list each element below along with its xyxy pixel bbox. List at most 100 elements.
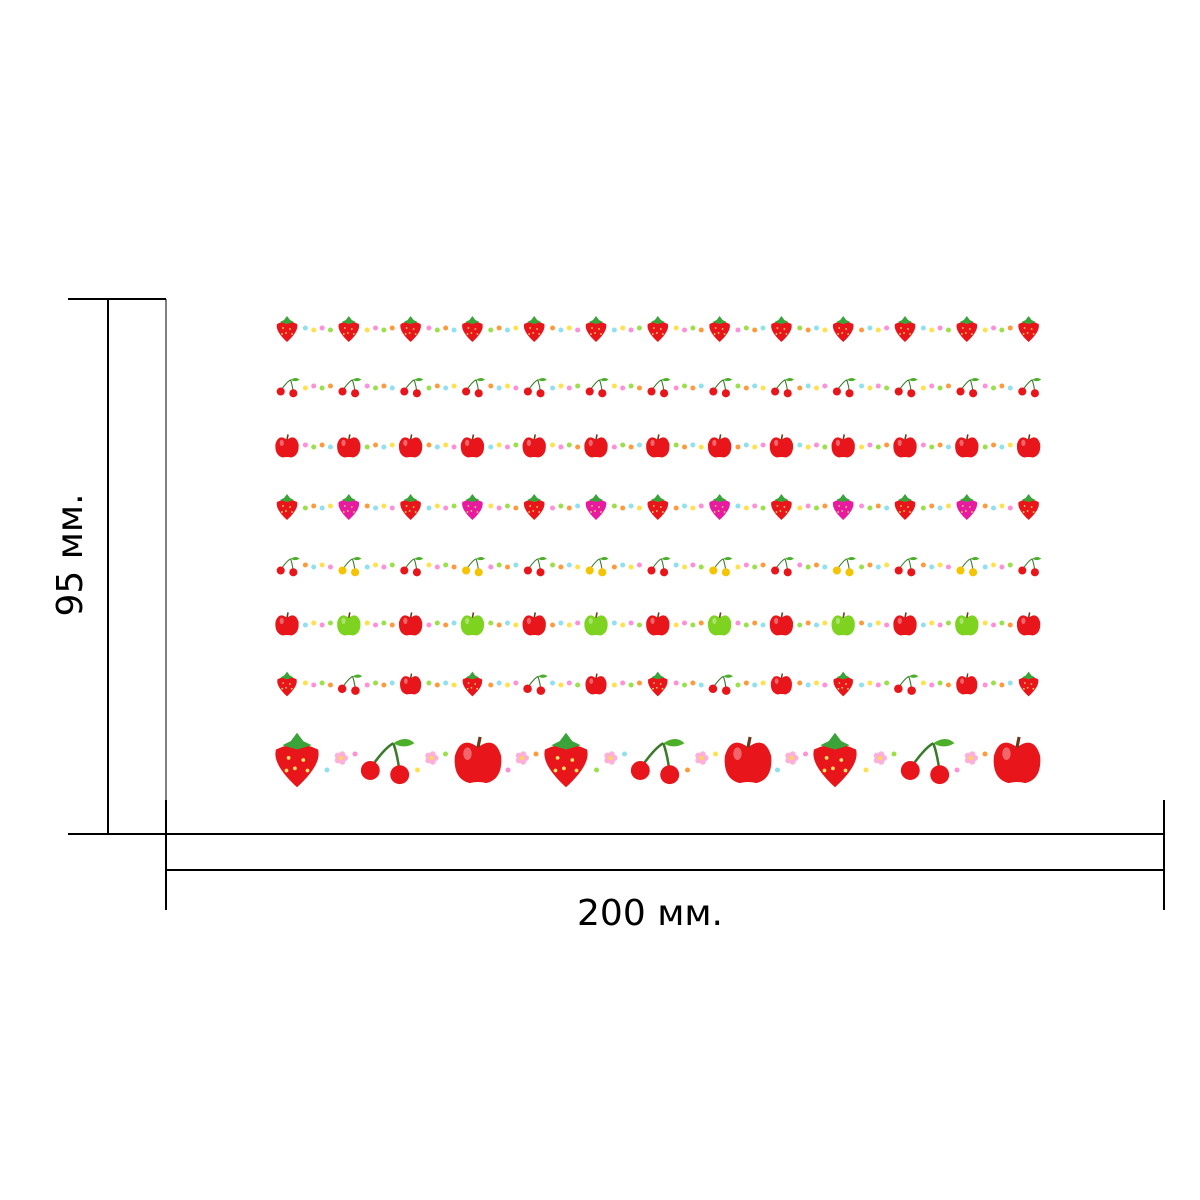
apple-body [831,437,855,458]
apple [831,612,855,636]
dot [381,327,387,333]
cherry-fruit [351,568,360,577]
apple-stem [966,434,969,440]
dot [319,385,325,391]
seed [1023,682,1026,684]
seed [651,511,654,513]
dot [867,622,873,628]
seed [532,510,535,512]
apple [460,612,485,636]
dot [698,564,704,570]
apple-shine [960,678,964,684]
seed [909,511,911,513]
seed [414,333,417,335]
seed [590,333,592,335]
dot [685,767,690,773]
strawberry-body [338,321,360,342]
seed [776,505,779,507]
fruit-pattern [275,316,1042,788]
dot [752,682,758,688]
flower [425,751,439,765]
dot [504,444,510,450]
apple-stem [286,612,289,618]
dot [311,383,317,389]
seed [350,506,353,508]
dot [513,562,519,568]
cherry-leaf [414,557,424,561]
dot [373,385,379,391]
apple-stem [409,612,413,618]
dot [443,505,449,511]
seed [536,328,539,330]
apple-body [770,676,792,695]
dot [673,562,679,568]
dot [682,682,688,688]
seed [412,506,415,508]
apple [585,673,607,695]
dot [937,325,943,331]
apple-body [460,437,485,458]
cherry-leaf [599,557,609,561]
apple-body [1016,437,1041,458]
seed [831,766,835,771]
dot [920,505,926,511]
seed [282,682,285,684]
strawberry-body [1018,676,1039,697]
dot [513,505,519,511]
seed [785,511,788,513]
apple [337,612,361,636]
dot [550,385,556,391]
strawberry [1018,671,1039,697]
dot [875,682,881,688]
apple-body [1016,615,1041,636]
seed [291,333,293,335]
cherry-fruit [400,387,409,396]
apple-body [831,615,855,636]
apple-stem [409,434,413,440]
apple-stem [286,434,289,440]
seed [528,511,531,513]
apple-stem [718,434,722,440]
dot [875,564,881,570]
strawberry [585,494,607,520]
cherry-leaf [537,378,547,382]
strawberry-body [276,499,298,520]
strawberry-leaf [836,494,851,502]
apple [707,612,732,636]
dot [533,751,539,757]
apple-shine [1021,617,1026,624]
strawberry-leaf [712,316,727,324]
petal [699,751,706,758]
dot [611,327,617,333]
cherry-fruit [630,761,650,780]
dot [558,444,564,450]
dot [813,622,819,628]
strawberry-body [1018,321,1039,342]
dot [566,442,572,448]
dot [443,680,449,686]
cherry-fruit [276,387,285,396]
dot [690,325,696,331]
cherry-fruit [523,566,532,575]
cherry-fruit [1030,389,1039,398]
dot [929,564,935,570]
cherry-fruit [585,566,594,575]
strawberry-leaf [465,494,480,502]
dot [513,325,519,331]
apple-stem [409,673,413,679]
cherry-leaf [908,557,918,561]
flower [873,751,887,765]
apple-stem [595,434,598,440]
cherry-fruit [832,566,841,575]
seed [284,768,289,773]
apple-stem [1015,736,1021,748]
seed [343,327,346,329]
dot [743,442,749,448]
dot [813,442,819,448]
cherry-leaf [290,378,300,382]
strawberry [1018,494,1039,520]
strawberry-body [956,321,978,342]
apple-stem [595,673,598,679]
dot [319,325,325,331]
dot [550,442,556,448]
